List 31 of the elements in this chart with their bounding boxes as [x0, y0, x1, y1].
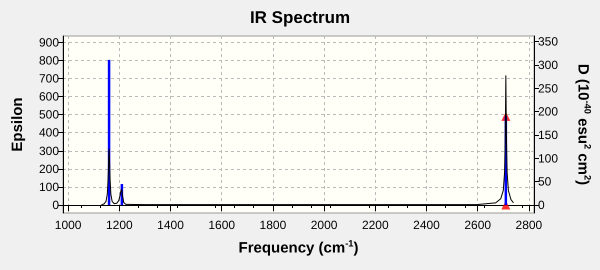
y2-tick-label: 350 — [538, 34, 558, 49]
x-tick-label: 2000 — [310, 218, 338, 232]
x-tick-label: 1600 — [208, 218, 236, 232]
y2-tick-label: 50 — [538, 174, 552, 189]
x-tick-label: 2400 — [413, 218, 440, 232]
y2-tick-label: 300 — [538, 58, 558, 72]
y2-axis-title: D (10-40 esu2 cm2) — [574, 64, 592, 186]
y-tick-label: 900 — [38, 35, 60, 50]
x-tick-label: 1400 — [157, 218, 184, 232]
y-tick-label: 500 — [38, 108, 60, 122]
y-tick-label: 600 — [38, 90, 60, 104]
y-tick-label: 700 — [38, 71, 60, 86]
y-tick-label: 200 — [38, 162, 60, 176]
y-axis-title: Epsilon — [9, 97, 26, 152]
x-tick-label: 1800 — [260, 218, 287, 232]
y-tick-label: 0 — [52, 198, 60, 212]
x-tick-label: 1000 — [54, 218, 82, 232]
y-tick-label: 100 — [38, 180, 60, 194]
chart-title: IR Spectrum — [250, 8, 350, 27]
y2-tick-label: 150 — [538, 128, 558, 142]
y2-tick-label: 0 — [538, 198, 545, 212]
y2-tick-label: 100 — [538, 151, 558, 166]
x-tick-label: 2600 — [464, 218, 492, 232]
x-tick-label: 2800 — [516, 218, 543, 232]
y-tick-label: 800 — [38, 53, 60, 68]
y2-tick-label: 200 — [538, 104, 558, 119]
x-tick-label: 1200 — [106, 218, 133, 232]
y-tick-label: 400 — [38, 126, 60, 140]
x-tick-label: 2200 — [362, 218, 389, 232]
y2-tick-label: 250 — [538, 81, 558, 96]
y-tick-label: 300 — [38, 144, 60, 158]
